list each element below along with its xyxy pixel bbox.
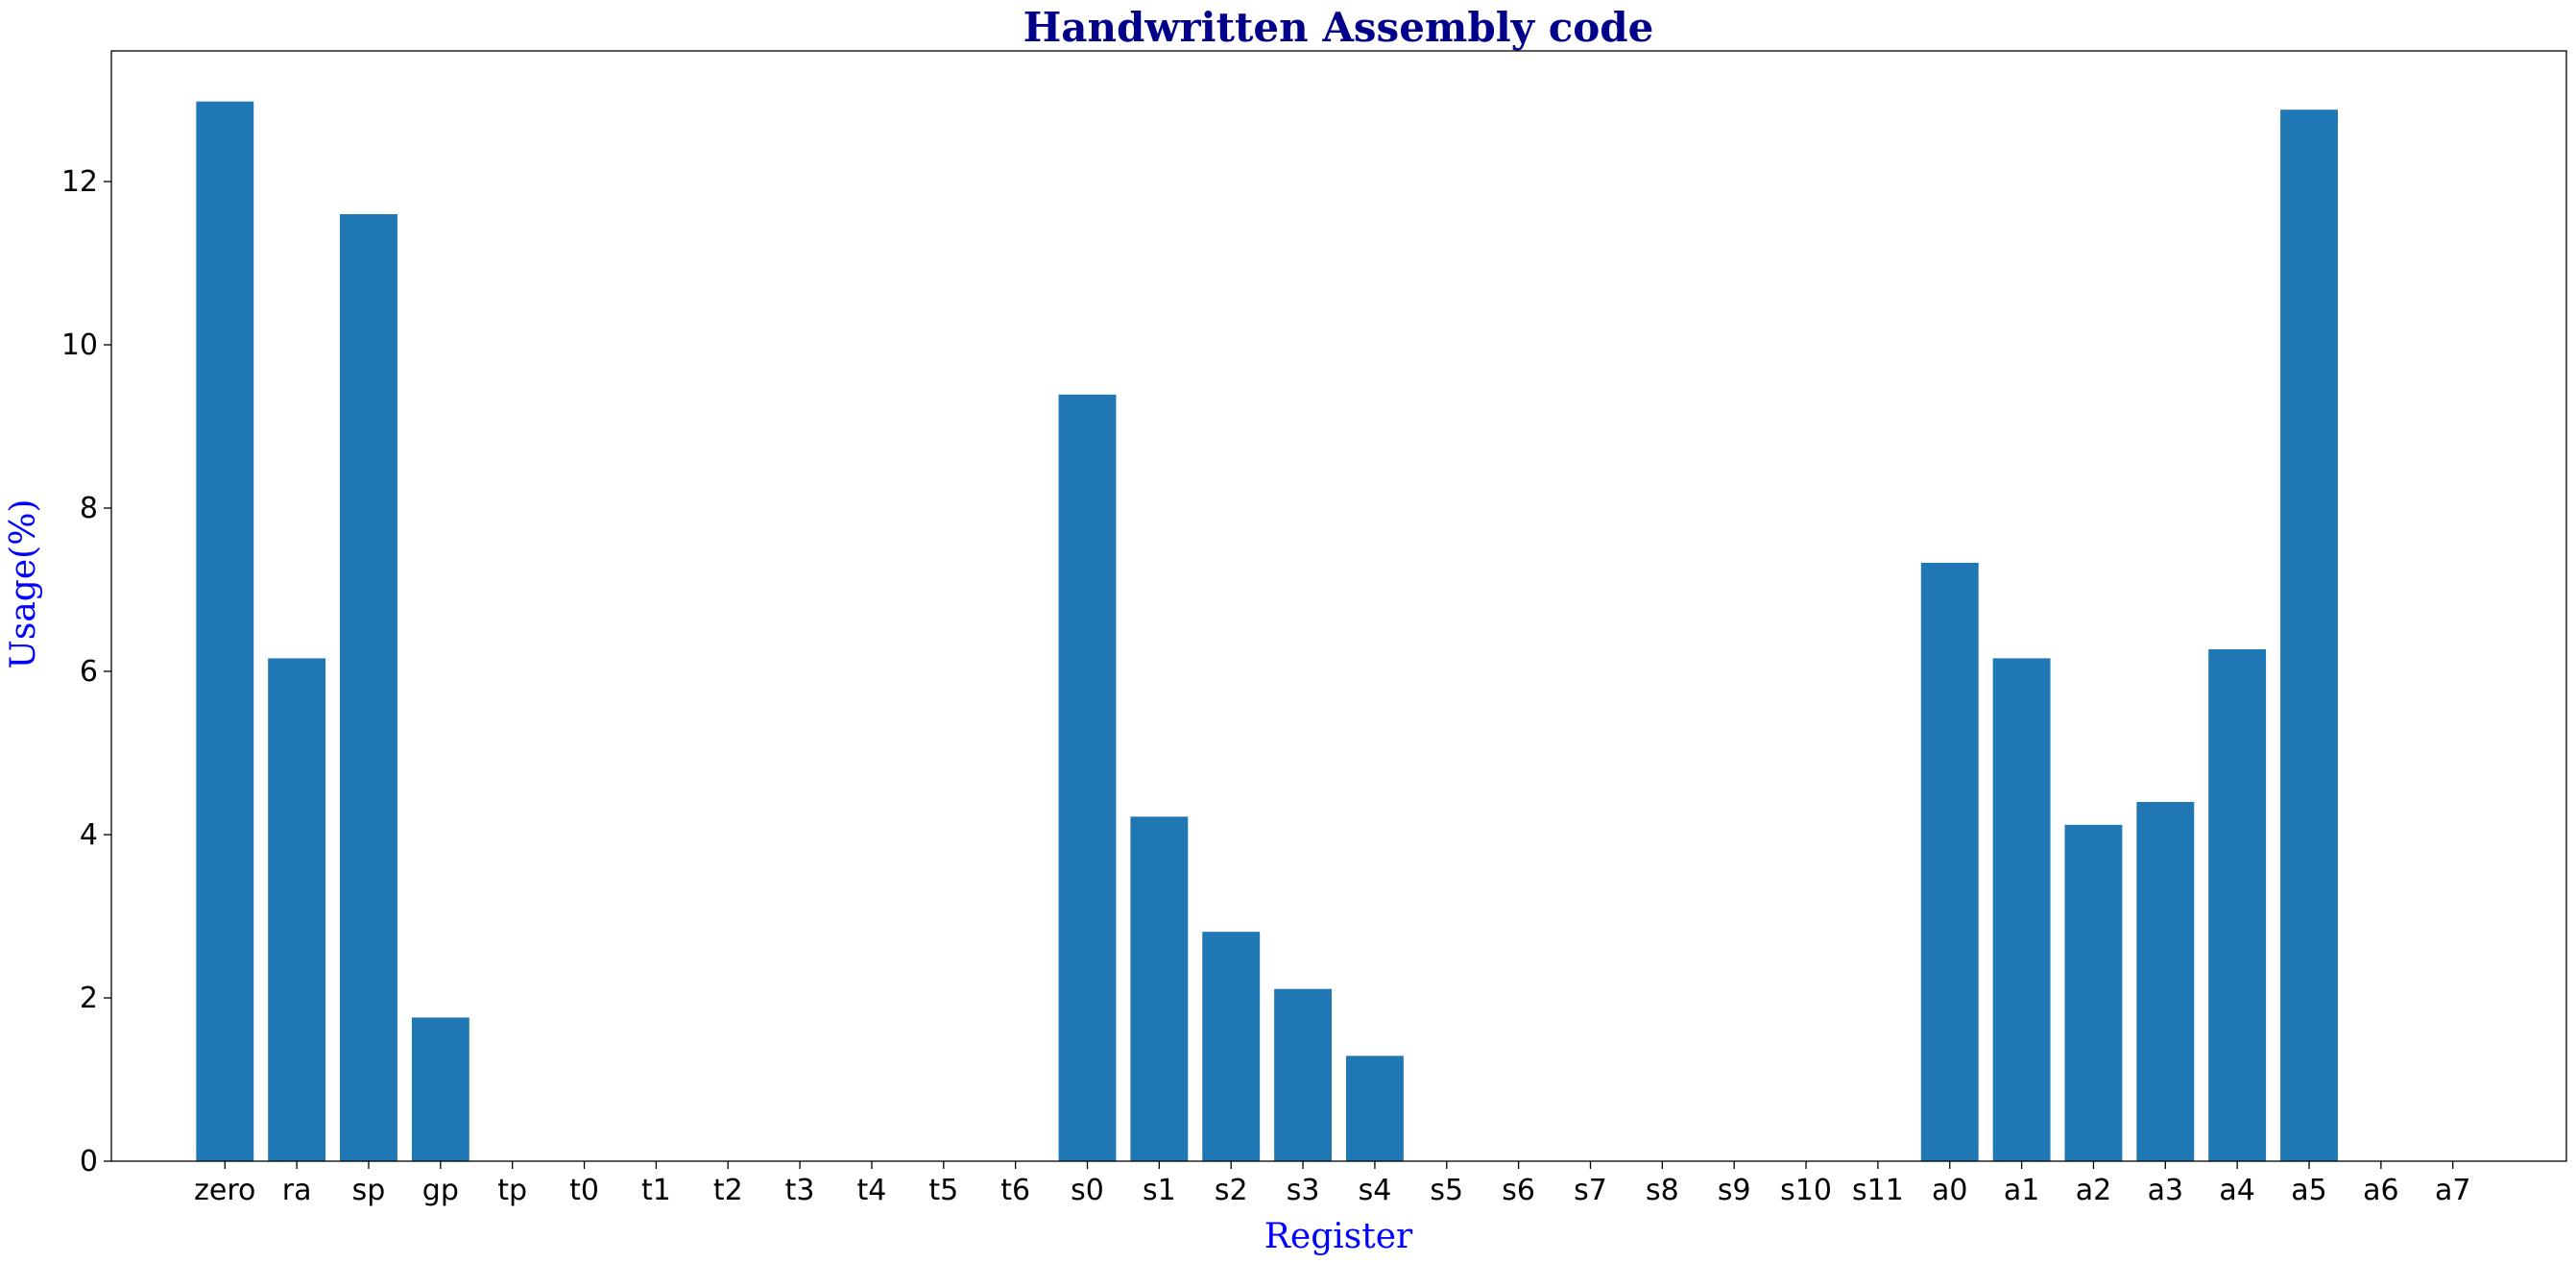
x-tick-label: s2	[1215, 1174, 1248, 1207]
y-tick-label: 2	[80, 982, 98, 1015]
chart-title: Handwritten Assembly code	[1023, 4, 1654, 51]
x-tick-label: zero	[194, 1174, 255, 1207]
x-tick-label: s6	[1502, 1174, 1535, 1207]
x-tick-label: s5	[1430, 1174, 1463, 1207]
bar-a1	[1992, 658, 2051, 1161]
y-tick-label: 8	[80, 492, 98, 525]
x-tick-label: s4	[1359, 1174, 1392, 1207]
x-tick-label: s3	[1287, 1174, 1320, 1207]
x-tick-label: sp	[352, 1174, 386, 1207]
y-tick-label: 0	[80, 1145, 98, 1178]
bar-a4	[2208, 649, 2267, 1161]
x-tick-label: t1	[641, 1174, 671, 1207]
x-tick-label: a3	[2148, 1174, 2183, 1207]
x-tick-label: tp	[497, 1174, 527, 1207]
bar-s2	[1202, 932, 1261, 1161]
bar-zero	[196, 101, 254, 1162]
x-tick-label: s0	[1071, 1174, 1104, 1207]
plot-area: zero ra sp gp tp t0 t1 t2 t3 t4 t5 t6 s0 s1 s2 s3 s4 s5 s6…	[61, 50, 2567, 1207]
x-tick-label: t2	[713, 1174, 743, 1207]
bar-s3	[1274, 988, 1333, 1161]
x-tick-label: t6	[1000, 1174, 1030, 1207]
x-tick-label: t0	[569, 1174, 599, 1207]
x-tick-label: s7	[1574, 1174, 1607, 1207]
y-tick-label: 6	[80, 655, 98, 689]
y-tick-label: 12	[61, 165, 98, 199]
x-tick-label: s8	[1646, 1174, 1679, 1207]
x-tick-label: t5	[928, 1174, 958, 1207]
bar-s0	[1058, 394, 1117, 1162]
x-tick-label: a6	[2363, 1174, 2398, 1207]
y-tick-label: 4	[80, 818, 98, 852]
x-tick-label: a4	[2219, 1174, 2254, 1207]
bar-s1	[1130, 816, 1189, 1161]
x-tick-label: a1	[2004, 1174, 2039, 1207]
plot-frame	[110, 50, 2567, 1162]
x-tick-label: t4	[857, 1174, 887, 1207]
x-tick-label: a5	[2291, 1174, 2326, 1207]
bar-a2	[2064, 824, 2123, 1161]
y-tick-label: 10	[61, 328, 98, 362]
bar-a0	[1920, 562, 1979, 1161]
bar-a3	[2136, 802, 2195, 1161]
x-tick-label: gp	[422, 1174, 459, 1207]
bar-ra	[268, 658, 326, 1161]
x-axis-label: Register	[1264, 1217, 1413, 1256]
bar-s4	[1345, 1056, 1404, 1161]
x-tick-label: a7	[2435, 1174, 2470, 1207]
x-tick-label: s11	[1852, 1174, 1904, 1207]
x-tick-label: ra	[282, 1174, 312, 1207]
bar-a5	[2280, 109, 2338, 1162]
x-tick-label: t3	[785, 1174, 815, 1207]
y-axis-label: Usage(%)	[4, 499, 43, 669]
bar-gp	[411, 1017, 469, 1161]
x-tick-label: a0	[1932, 1174, 1967, 1207]
x-tick-label: a2	[2076, 1174, 2111, 1207]
x-tick-label: s10	[1780, 1174, 1832, 1207]
bar-sp	[340, 214, 397, 1161]
x-tick-label: s9	[1718, 1174, 1751, 1207]
x-tick-label: s1	[1143, 1174, 1176, 1207]
